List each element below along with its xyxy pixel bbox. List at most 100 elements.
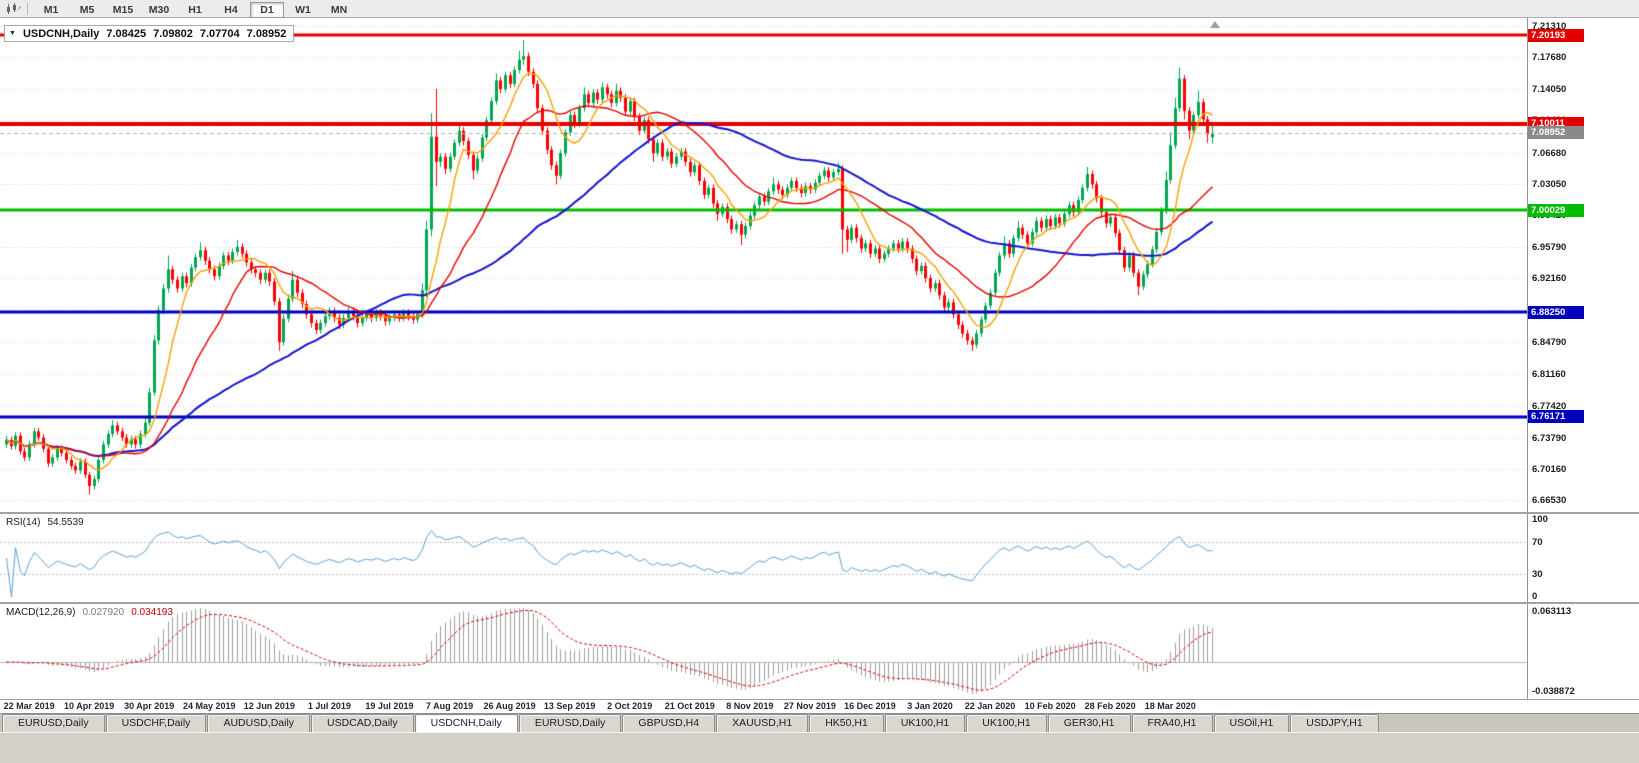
price-tag: 7.08952	[1528, 126, 1584, 139]
status-bar	[0, 732, 1639, 763]
chart-symbol-period-label: USDCNH,Daily	[22, 27, 100, 40]
macd-panel-canvas[interactable]	[0, 604, 1527, 699]
macd-axis-label: -0.038872	[1532, 686, 1575, 697]
price-axis-label: 6.73790	[1532, 432, 1567, 444]
close-price-value: 7.08952	[246, 27, 287, 40]
time-axis-label: 18 Mar 2020	[1144, 701, 1196, 711]
timeframe-button-h4[interactable]: H4	[224, 3, 238, 16]
macd-axis-label: 0.063113	[1532, 606, 1572, 617]
timeframe-button-mn[interactable]: MN	[330, 3, 348, 16]
price-tag: 6.88250	[1528, 306, 1584, 319]
panel-divider[interactable]	[0, 602, 1639, 604]
price-axis-label: 6.92160	[1532, 273, 1567, 285]
time-axis-label: 10 Apr 2019	[64, 701, 115, 711]
high-price-value: 7.09802	[153, 27, 193, 40]
chart-toolbar-icon[interactable]	[5, 2, 21, 15]
open-price-value: 7.08425	[106, 27, 147, 40]
time-axis-label: 7 Aug 2019	[425, 701, 474, 711]
time-axis-label: 13 Sep 2019	[543, 701, 596, 711]
price-axis-label: 7.06680	[1532, 147, 1567, 159]
rsi-title: RSI(14)	[6, 517, 41, 528]
chart-tab-usoil-13[interactable]: USOil,H1	[1213, 714, 1290, 732]
macd-signal-value: 0.034193	[131, 607, 173, 618]
chart-tab-uk100-9[interactable]: UK100,H1	[884, 714, 966, 732]
timeframe-button-m30[interactable]: M30	[148, 3, 170, 16]
chart-shift-marker[interactable]	[1210, 21, 1220, 28]
timeframe-button-m5[interactable]: M5	[79, 3, 95, 16]
time-axis[interactable]: 22 Mar 2019 10 Apr 2019 30 Apr 2019 24 May …	[0, 700, 1639, 713]
timeframe-button-m15[interactable]: M15	[112, 3, 134, 16]
price-axis-label: 6.70160	[1532, 464, 1567, 475]
chart-tab-usdcnh-4[interactable]: USDCNH,Daily	[414, 714, 518, 732]
chart-tab-ger30-11[interactable]: GER30,H1	[1047, 714, 1131, 732]
time-axis-label: 24 May 2019	[182, 701, 236, 711]
toolbar-separator	[27, 2, 28, 15]
time-axis-label: 10 Feb 2020	[1024, 701, 1076, 711]
chart-tab-fra40-12[interactable]: FRA40,H1	[1131, 714, 1213, 732]
chart-tab-usdcad-3[interactable]: USDCAD,Daily	[311, 714, 414, 732]
rsi-axis-label: 30	[1532, 568, 1543, 580]
price-axis-label: 6.84790	[1532, 337, 1567, 349]
timeframe-buttons: M1 M5 M15 M30 H1 H4 D1 W1 MN	[34, 0, 358, 18]
main-chart-canvas[interactable]	[0, 18, 1527, 512]
time-axis-label: 30 Apr 2019	[124, 701, 175, 711]
candlestick-chart-icon	[7, 2, 21, 14]
time-axis-label: 22 Mar 2019	[3, 701, 55, 711]
chart-tab-audusd-2[interactable]: AUDUSD,Daily	[207, 714, 311, 732]
chart-tab-eurusd-5[interactable]: EURUSD,Daily	[518, 714, 622, 732]
time-axis-label: 26 Aug 2019	[483, 701, 536, 711]
rsi-value: 54.5539	[47, 517, 84, 528]
chart-tabs-bar: EURUSD,Daily USDCHF,Daily AUDUSD,Daily USDC…	[0, 713, 1639, 732]
time-axis-label: 22 Jan 2020	[964, 701, 1016, 711]
time-axis-label: 27 Nov 2019	[783, 701, 836, 711]
low-price-value: 7.07704	[199, 27, 240, 40]
timeframe-button-m1[interactable]: M1	[43, 3, 59, 16]
chart-tab-eurusd-0[interactable]: EURUSD,Daily	[2, 714, 105, 732]
timeframe-button-h1[interactable]: H1	[188, 3, 202, 16]
rsi-axis-label: 100	[1532, 514, 1548, 525]
price-tag: 7.20193	[1528, 29, 1584, 42]
chart-tab-xauusd-7[interactable]: XAUUSD,H1	[716, 714, 809, 732]
timeframe-button-w1[interactable]: W1	[295, 3, 311, 16]
time-axis-label: 2 Oct 2019	[607, 701, 653, 711]
chart-tab-usdjpy-14[interactable]: USDJPY,H1	[1290, 714, 1379, 732]
price-axis-label: 7.14050	[1532, 83, 1567, 95]
rsi-indicator-label: RSI(14) 54.5539	[6, 517, 84, 528]
rsi-panel-canvas[interactable]	[0, 514, 1527, 602]
price-tag: 7.00029	[1528, 204, 1584, 217]
rsi-axis-label: 0	[1532, 591, 1538, 602]
macd-axis[interactable]: 0.063113 -0.038872	[1527, 604, 1639, 699]
time-axis-label: 28 Feb 2020	[1084, 701, 1136, 711]
chart-tab-hk50-8[interactable]: HK50,H1	[809, 714, 884, 732]
chart-tab-usdchf-1[interactable]: USDCHF,Daily	[105, 714, 207, 732]
ohlc-info-box: ▼ USDCNH,Daily 7.08425 7.09802 7.07704 7…	[4, 25, 295, 42]
panel-divider[interactable]	[0, 512, 1639, 514]
price-axis[interactable]: 7.213107.176807.140507.104207.066807.030…	[1527, 18, 1639, 512]
time-axis-label: 21 Oct 2019	[664, 701, 715, 711]
price-axis-label: 6.66530	[1532, 495, 1567, 507]
price-axis-label: 7.21310	[1532, 20, 1567, 32]
axis-divider	[0, 699, 1639, 700]
rsi-axis-label: 70	[1532, 537, 1543, 549]
macd-title: MACD(12,26,9)	[6, 607, 76, 618]
price-axis-label: 6.77420	[1532, 401, 1567, 413]
time-axis-label: 12 Jun 2019	[243, 701, 295, 711]
macd-main-value: 0.027920	[82, 607, 125, 618]
timeframe-toolbar: M1 M5 M15 M30 H1 H4 D1 W1 MN	[0, 0, 1639, 18]
price-axis-label: 7.03050	[1532, 178, 1567, 190]
chart-tab-gbpusd-6[interactable]: GBPUSD,H4	[622, 714, 716, 732]
one-click-trading-toggle[interactable]: ▼	[9, 29, 16, 37]
time-axis-label: 16 Dec 2019	[844, 701, 896, 711]
time-axis-label: 8 Nov 2019	[726, 701, 774, 711]
price-axis-label: 7.17680	[1532, 52, 1567, 64]
price-axis-label: 6.81160	[1532, 368, 1566, 380]
time-axis-label: 19 Jul 2019	[365, 701, 414, 711]
time-axis-label: 1 Jul 2019	[307, 701, 351, 711]
time-axis-label: 3 Jan 2020	[907, 701, 953, 711]
rsi-axis[interactable]: 100 70 30 0	[1527, 514, 1639, 602]
price-axis-label: 6.95790	[1532, 241, 1567, 253]
price-tag: 6.76171	[1528, 410, 1584, 423]
chart-tab-uk100-10[interactable]: UK100,H1	[966, 714, 1047, 732]
timeframe-button-d1[interactable]: D1	[250, 1, 284, 18]
